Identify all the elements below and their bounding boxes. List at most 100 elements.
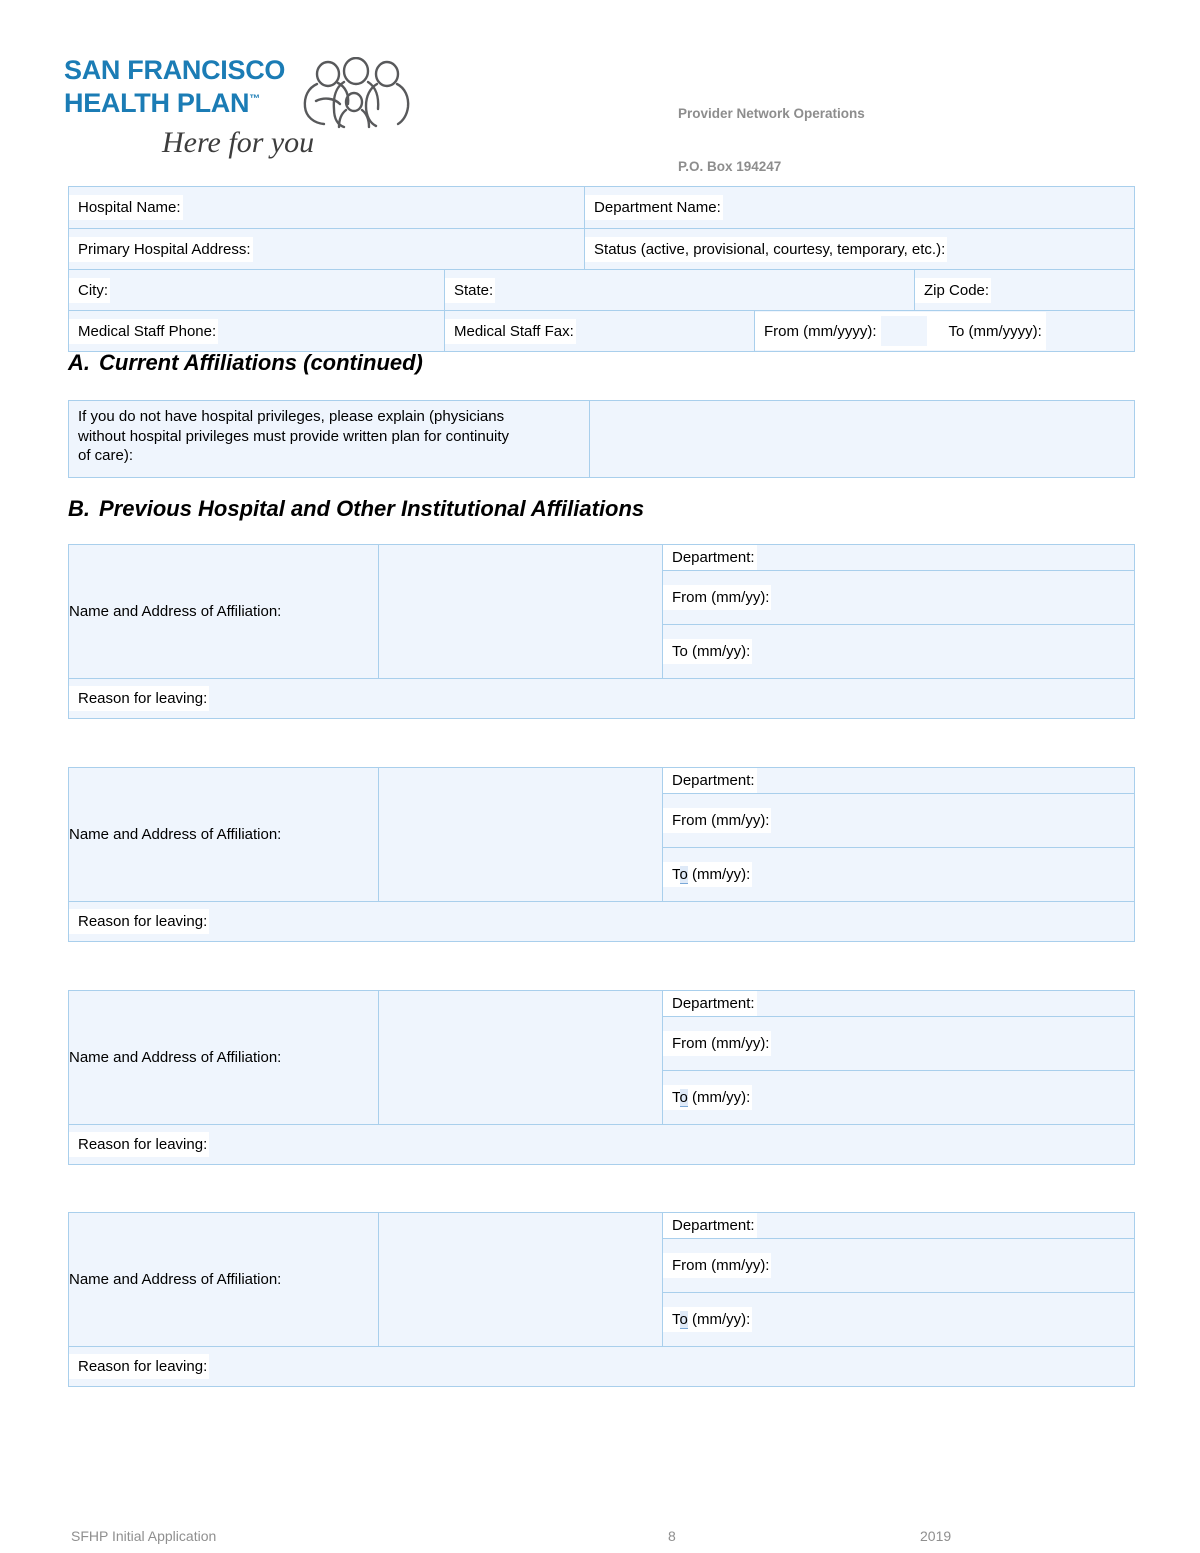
table-row-no-privileges: If you do not have hospital privileges, … bbox=[68, 400, 1135, 478]
table-row-to: To (mm/yy): bbox=[69, 624, 1136, 679]
table-row-to: To (mm/yy): bbox=[69, 847, 1136, 902]
table-row-department: Name and Address of Affiliation: Departm… bbox=[68, 767, 1136, 902]
sfhp-logo: SAN FRANCISCO HEALTH PLAN™ Here for you bbox=[64, 56, 424, 160]
input-name-and-address-1[interactable] bbox=[378, 544, 663, 679]
footer-year: 2019 bbox=[920, 1528, 952, 1544]
input-name-and-address-2[interactable] bbox=[378, 767, 663, 902]
cell-status[interactable]: Status (active, provisional, courtesy, t… bbox=[584, 228, 1136, 270]
input-from-date[interactable] bbox=[880, 316, 927, 346]
label-status: Status (active, provisional, courtesy, t… bbox=[585, 236, 948, 262]
cell-reason-for-leaving-2[interactable]: Reason for leaving: bbox=[67, 901, 1136, 942]
section-b-title: Previous Hospital and Other Institutiona… bbox=[99, 496, 645, 521]
label-department-1: Department: bbox=[663, 545, 757, 570]
label-medical-staff-fax: Medical Staff Fax: bbox=[445, 318, 576, 344]
cell-zip-code[interactable]: Zip Code: bbox=[914, 269, 1136, 311]
cell-from-2[interactable]: From (mm/yy): bbox=[661, 793, 1136, 848]
trademark-symbol: ™ bbox=[249, 93, 261, 105]
cell-from-3[interactable]: From (mm/yy): bbox=[661, 1016, 1136, 1071]
label-from-1: From (mm/yy): bbox=[663, 585, 772, 610]
label-from-2: From (mm/yy): bbox=[663, 808, 772, 833]
table-row-reason-for-leaving: Reason for leaving: bbox=[67, 901, 1136, 942]
cell-department-4[interactable]: Department: bbox=[661, 1212, 1136, 1239]
cell-reason-for-leaving-4[interactable]: Reason for leaving: bbox=[67, 1346, 1136, 1387]
label-name-and-address-3: Name and Address of Affiliation: bbox=[69, 1049, 282, 1066]
label-from-4: From (mm/yy): bbox=[663, 1253, 772, 1278]
cell-from-1[interactable]: From (mm/yy): bbox=[661, 570, 1136, 625]
table-row-from: From (mm/yy): bbox=[69, 570, 1136, 625]
section-a-title: Current Affiliations (continued) bbox=[99, 350, 423, 375]
cell-state[interactable]: State: bbox=[443, 269, 916, 311]
cell-primary-hospital-address[interactable]: Primary Hospital Address: bbox=[67, 228, 586, 270]
page-footer: SFHP Initial Application 8 2019 bbox=[0, 1528, 1200, 1550]
input-no-privileges-explanation[interactable] bbox=[589, 400, 1135, 478]
label-reason-for-leaving-3: Reason for leaving: bbox=[69, 1132, 210, 1157]
table-row-reason-for-leaving: Reason for leaving: bbox=[67, 678, 1136, 719]
cell-to-1[interactable]: To (mm/yy): bbox=[661, 624, 1136, 679]
cell-medical-staff-phone[interactable]: Medical Staff Phone: bbox=[68, 310, 445, 352]
cell-to-2[interactable]: To (mm/yy): bbox=[661, 847, 1136, 902]
cell-name-and-address-2: Name and Address of Affiliation: bbox=[68, 767, 379, 902]
section-a-letter: A. bbox=[68, 350, 90, 375]
table-row-from: From (mm/yy): bbox=[69, 793, 1136, 848]
label-reason-for-leaving-4: Reason for leaving: bbox=[69, 1354, 210, 1379]
label-from-date: From (mm/yyyy): bbox=[755, 322, 877, 340]
affiliation-block-3: Name and Address of Affiliation: Departm… bbox=[67, 990, 1136, 1165]
cell-department-name[interactable]: Department Name: bbox=[584, 186, 1136, 229]
label-hospital-name: Hospital Name: bbox=[69, 195, 183, 220]
table-row-department: Name and Address of Affiliation: Departm… bbox=[68, 1212, 1136, 1347]
table-row-hospital-name: Hospital Name: Department Name: bbox=[67, 186, 1136, 229]
input-to-date[interactable] bbox=[1045, 312, 1134, 350]
label-zip-code: Zip Code: bbox=[915, 277, 992, 303]
section-b-heading: B. Previous Hospital and Other Institutio… bbox=[68, 496, 644, 522]
cell-name-and-address-4: Name and Address of Affiliation: bbox=[68, 1212, 379, 1347]
footer-document-title: SFHP Initial Application bbox=[71, 1528, 217, 1544]
no-privileges-prompt-line-1: If you do not have hospital privileges, … bbox=[78, 408, 505, 425]
section-a-heading: A. Current Affiliations (continued) bbox=[68, 350, 423, 376]
no-privileges-table: If you do not have hospital privileges, … bbox=[68, 400, 1135, 478]
cell-city[interactable]: City: bbox=[68, 269, 445, 311]
section-b-letter: B. bbox=[68, 496, 90, 521]
current-affiliations-table: Hospital Name: Department Name: Primary … bbox=[67, 186, 1136, 352]
table-row-phone-fax-dates: Medical Staff Phone: Medical Staff Fax: … bbox=[68, 310, 1136, 352]
table-row-from: From (mm/yy): bbox=[69, 1238, 1136, 1293]
logo-text-san-francisco: SAN FRANCISCO bbox=[64, 55, 286, 85]
label-department-2: Department: bbox=[663, 768, 757, 793]
label-to-date: To (mm/yyyy): bbox=[926, 322, 1042, 340]
label-city: City: bbox=[69, 277, 110, 303]
cell-department-2[interactable]: Department: bbox=[661, 767, 1136, 794]
affiliation-block-1: Name and Address of Affiliation: Departm… bbox=[67, 544, 1136, 719]
cell-name-and-address-3: Name and Address of Affiliation: bbox=[68, 990, 379, 1125]
table-row-primary-address: Primary Hospital Address: Status (active… bbox=[67, 228, 1136, 270]
cell-reason-for-leaving-3[interactable]: Reason for leaving: bbox=[67, 1124, 1136, 1165]
label-name-and-address-1: Name and Address of Affiliation: bbox=[69, 603, 282, 620]
cell-from-4[interactable]: From (mm/yy): bbox=[661, 1238, 1136, 1293]
cell-no-privileges-prompt: If you do not have hospital privileges, … bbox=[68, 400, 590, 478]
affiliation-block-2: Name and Address of Affiliation: Departm… bbox=[67, 767, 1136, 942]
cell-department-1[interactable]: Department: bbox=[661, 544, 1136, 571]
cell-name-and-address-1: Name and Address of Affiliation: bbox=[68, 544, 379, 679]
label-name-and-address-2: Name and Address of Affiliation: bbox=[69, 826, 282, 843]
cell-medical-staff-fax[interactable]: Medical Staff Fax: bbox=[443, 310, 756, 352]
label-to-2: To (mm/yy): bbox=[663, 862, 753, 887]
cell-from-to-dates[interactable]: From (mm/yyyy): To (mm/yyyy): bbox=[754, 310, 1136, 352]
cell-to-3[interactable]: To (mm/yy): bbox=[661, 1070, 1136, 1125]
input-name-and-address-4[interactable] bbox=[378, 1212, 663, 1347]
label-reason-for-leaving-2: Reason for leaving: bbox=[69, 909, 210, 934]
no-privileges-prompt-line-2: without hospital privileges must provide… bbox=[78, 427, 510, 445]
cell-department-3[interactable]: Department: bbox=[661, 990, 1136, 1017]
address-line-1: Provider Network Operations bbox=[678, 106, 865, 121]
label-to-3: To (mm/yy): bbox=[663, 1085, 753, 1110]
table-row-from: From (mm/yy): bbox=[69, 1016, 1136, 1071]
cell-to-4[interactable]: To (mm/yy): bbox=[661, 1292, 1136, 1347]
label-from-3: From (mm/yy): bbox=[663, 1031, 772, 1056]
address-line-2: P.O. Box 194247 bbox=[678, 158, 782, 174]
label-department-4: Department: bbox=[663, 1213, 757, 1238]
input-name-and-address-3[interactable] bbox=[378, 990, 663, 1125]
cell-hospital-name[interactable]: Hospital Name: bbox=[67, 186, 586, 229]
logo-wordmark-line1: SAN FRANCISCO bbox=[64, 56, 424, 85]
family-group-icon bbox=[302, 56, 414, 129]
label-reason-for-leaving-1: Reason for leaving: bbox=[69, 686, 210, 711]
cell-reason-for-leaving-1[interactable]: Reason for leaving: bbox=[67, 678, 1136, 719]
affiliation-block-4: Name and Address of Affiliation: Departm… bbox=[67, 1212, 1136, 1387]
